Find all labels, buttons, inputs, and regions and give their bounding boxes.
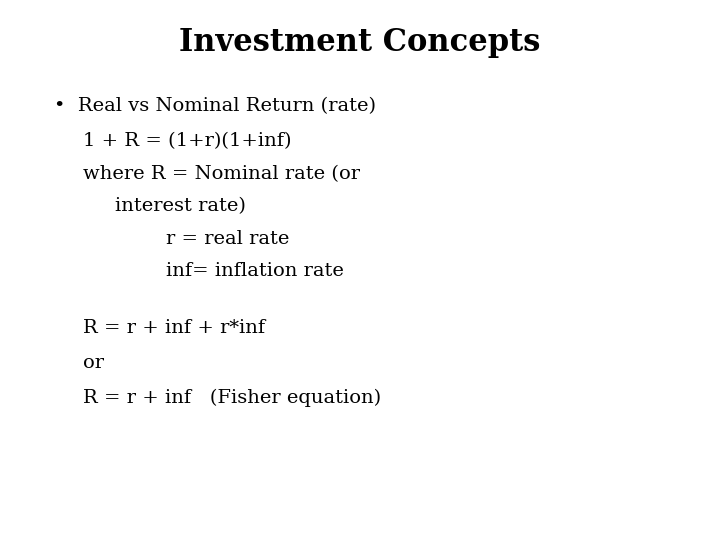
Text: •  Real vs Nominal Return (rate): • Real vs Nominal Return (rate) xyxy=(54,97,376,115)
Text: where R = Nominal rate (or: where R = Nominal rate (or xyxy=(83,165,360,183)
Text: R = r + inf + r*inf: R = r + inf + r*inf xyxy=(83,319,265,336)
Text: r = real rate: r = real rate xyxy=(166,230,289,247)
Text: Investment Concepts: Investment Concepts xyxy=(179,27,541,58)
Text: interest rate): interest rate) xyxy=(115,197,246,215)
Text: or: or xyxy=(83,354,104,372)
Text: 1 + R = (1+r)(1+inf): 1 + R = (1+r)(1+inf) xyxy=(83,132,292,150)
Text: R = r + inf   (Fisher equation): R = r + inf (Fisher equation) xyxy=(83,389,381,407)
Text: inf= inflation rate: inf= inflation rate xyxy=(166,262,343,280)
